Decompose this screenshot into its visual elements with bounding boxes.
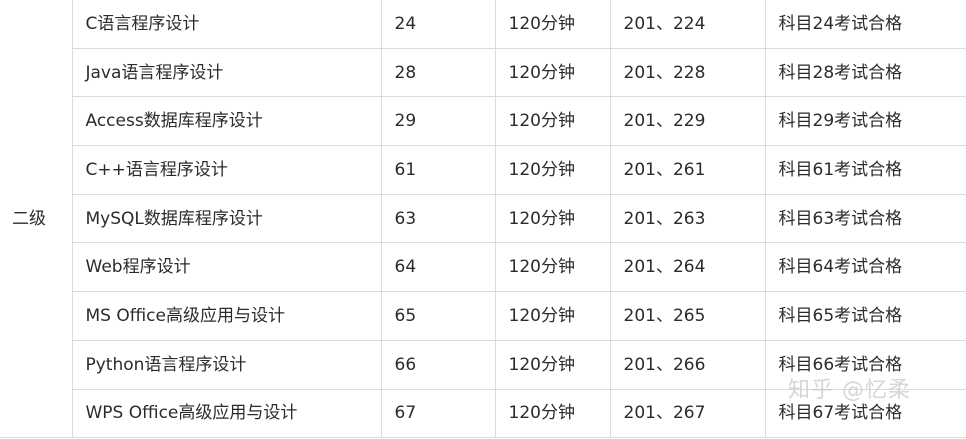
code-cell: 66 — [380, 339, 496, 390]
table-row: Access数据库程序设计 29 120分钟 201、229 科目29考试合格 — [0, 96, 966, 147]
subject-cell: Python语言程序设计 — [71, 339, 382, 390]
requirement-cell: 科目29考试合格 — [764, 96, 966, 147]
numbers-cell: 201、224 — [609, 0, 766, 49]
numbers-cell: 201、229 — [609, 96, 766, 147]
code-cell: 65 — [380, 291, 496, 341]
subject-cell: C++语言程序设计 — [71, 145, 382, 195]
numbers-cell: 201、266 — [609, 339, 766, 390]
requirement-cell: 科目63考试合格 — [764, 193, 966, 244]
table-row: C++语言程序设计 61 120分钟 201、261 科目61考试合格 — [0, 145, 966, 195]
requirement-cell: 科目67考试合格 — [764, 388, 966, 439]
duration-cell: 120分钟 — [494, 339, 611, 390]
code-cell: 63 — [380, 193, 496, 244]
subject-cell: Access数据库程序设计 — [71, 96, 382, 147]
requirement-cell: 科目24考试合格 — [764, 0, 966, 49]
requirement-cell: 科目65考试合格 — [764, 291, 966, 341]
numbers-cell: 201、261 — [609, 145, 766, 195]
table-row: Web程序设计 64 120分钟 201、264 科目64考试合格 — [0, 242, 966, 293]
code-cell: 61 — [380, 145, 496, 195]
numbers-cell: 201、265 — [609, 291, 766, 341]
code-cell: 28 — [380, 47, 496, 98]
numbers-cell: 201、228 — [609, 47, 766, 98]
watermark: 知乎 @忆柔 — [788, 378, 911, 403]
code-cell: 64 — [380, 242, 496, 293]
subject-cell: Java语言程序设计 — [71, 47, 382, 98]
duration-cell: 120分钟 — [494, 242, 611, 293]
duration-cell: 120分钟 — [494, 193, 611, 244]
table-row: Java语言程序设计 28 120分钟 201、228 科目28考试合格 — [0, 47, 966, 98]
requirement-cell: 科目28考试合格 — [764, 47, 966, 98]
duration-cell: 120分钟 — [494, 291, 611, 341]
code-cell: 29 — [380, 96, 496, 147]
code-cell: 67 — [380, 388, 496, 439]
duration-cell: 120分钟 — [494, 47, 611, 98]
duration-cell: 120分钟 — [494, 0, 611, 49]
duration-cell: 120分钟 — [494, 96, 611, 147]
numbers-cell: 201、263 — [609, 193, 766, 244]
table-row: MS Office高级应用与设计 65 120分钟 201、265 科目65考试合格 — [0, 291, 966, 341]
table-row: MySQL数据库程序设计 63 120分钟 201、263 科目63考试合格 — [0, 193, 966, 244]
subject-cell: MySQL数据库程序设计 — [71, 193, 382, 244]
table-row: WPS Office高级应用与设计 67 120分钟 201、267 科目67考试合格 — [0, 388, 966, 439]
requirement-cell: 科目61考试合格 — [764, 145, 966, 195]
duration-cell: 120分钟 — [494, 145, 611, 195]
subject-cell: WPS Office高级应用与设计 — [71, 388, 382, 439]
numbers-cell: 201、267 — [609, 388, 766, 439]
duration-cell: 120分钟 — [494, 388, 611, 439]
numbers-cell: 201、264 — [609, 242, 766, 293]
code-cell: 24 — [380, 0, 496, 49]
subject-cell: Web程序设计 — [71, 242, 382, 293]
table-row: Python语言程序设计 66 120分钟 201、266 科目66考试合格 — [0, 339, 966, 390]
level-cell: 二级 — [0, 0, 73, 439]
subject-cell: C语言程序设计 — [71, 0, 382, 49]
requirement-cell: 科目64考试合格 — [764, 242, 966, 293]
subject-cell: MS Office高级应用与设计 — [71, 291, 382, 341]
